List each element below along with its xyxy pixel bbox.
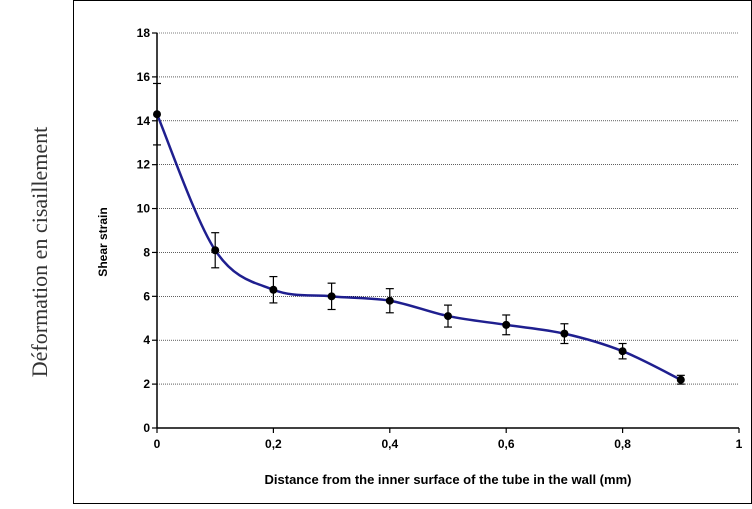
y-tick-label: 0 [143, 421, 150, 435]
data-point [153, 110, 161, 119]
y-tick-label: 14 [137, 114, 151, 128]
x-tick-label: 0,2 [265, 437, 282, 451]
y-tick-label: 10 [137, 202, 151, 216]
data-point [444, 312, 452, 321]
y-tick-label: 6 [143, 289, 150, 303]
data-point [560, 329, 569, 338]
y-tick-label: 4 [143, 333, 150, 347]
data-point [502, 320, 511, 329]
data-point [676, 375, 685, 384]
x-tick-label: 0,6 [498, 437, 515, 451]
y-tick-label: 8 [143, 245, 150, 259]
x-axis-label: Distance from the inner surface of the t… [265, 472, 632, 487]
data-point [327, 292, 336, 301]
y-tick-label: 12 [137, 158, 151, 172]
x-tick-label: 0,8 [614, 437, 631, 451]
data-point [269, 285, 278, 294]
data-point [211, 246, 220, 255]
y-tick-label: 2 [143, 377, 150, 391]
outer-y-axis-label: Déformation en cisaillement [27, 127, 52, 377]
x-tick-label: 0,4 [381, 437, 398, 451]
data-point [385, 296, 394, 305]
x-tick-label: 0 [154, 437, 161, 451]
y-tick-label: 18 [137, 26, 151, 40]
y-axis-label: Shear strain [96, 207, 110, 276]
x-tick-label: 1 [736, 437, 743, 451]
data-point [618, 347, 627, 356]
y-tick-label: 16 [137, 70, 151, 84]
